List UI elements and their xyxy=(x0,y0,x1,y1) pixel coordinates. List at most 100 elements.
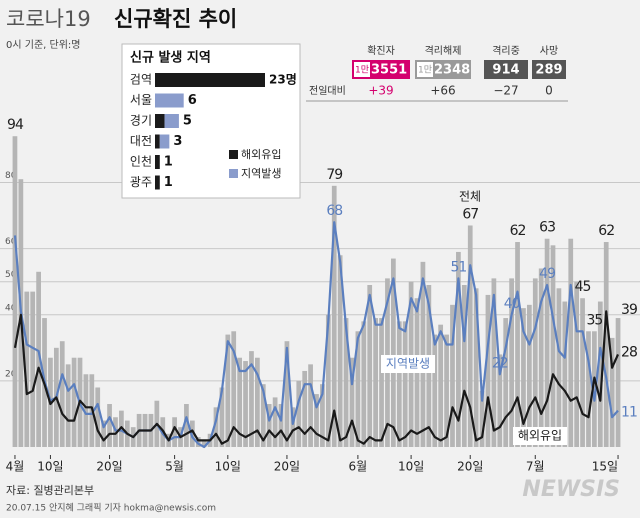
bar-total: 5 xyxy=(183,114,192,129)
summary-prefix: 1만 xyxy=(355,65,369,76)
x-tick-label: 20일 xyxy=(96,460,122,474)
bar xyxy=(201,440,207,447)
bar-segment xyxy=(155,134,160,149)
bar xyxy=(314,394,319,447)
data-label: 62 xyxy=(510,223,526,239)
bar xyxy=(396,321,402,447)
y-tick-label: 60 xyxy=(5,237,17,247)
summary-change: 0 xyxy=(545,84,553,98)
data-label: 40 xyxy=(504,296,520,312)
data-label: 51 xyxy=(450,259,466,275)
bar xyxy=(30,291,36,447)
series-label: 전체 xyxy=(459,190,481,204)
data-label: 79 xyxy=(326,167,342,183)
bar-total: 23명 xyxy=(269,73,297,87)
bar xyxy=(249,351,254,447)
bar xyxy=(538,268,544,447)
bar xyxy=(71,357,77,447)
bar xyxy=(83,374,89,447)
summary-box xyxy=(532,60,566,79)
category-label: 경기 xyxy=(130,114,152,128)
bar xyxy=(237,357,243,447)
bar xyxy=(284,341,290,447)
bar xyxy=(609,337,615,447)
prefix-box xyxy=(417,62,433,77)
bar xyxy=(219,387,225,447)
bar xyxy=(101,420,107,447)
bar xyxy=(255,357,260,447)
series-label: 지역발생 xyxy=(386,357,430,371)
subtitle: 0시 기준, 단위:명 xyxy=(6,38,80,51)
series-label: 해외유입 xyxy=(518,429,562,443)
bar xyxy=(544,238,550,447)
bar-segment xyxy=(155,93,184,108)
category-label: 인천 xyxy=(130,154,152,169)
title-light: 코로나19 xyxy=(6,7,91,31)
bar xyxy=(390,258,396,447)
category-label: 대전 xyxy=(130,134,152,148)
y-tick-label: 80 xyxy=(5,171,17,181)
summary-change: +66 xyxy=(430,84,455,98)
x-tick-label: 10일 xyxy=(215,460,241,474)
inset-title: 신규 발생 지역 xyxy=(130,50,211,66)
bar xyxy=(402,321,408,447)
label-background xyxy=(381,355,435,373)
summary-label: 격리중 xyxy=(492,44,520,57)
y-tick-label: 50 xyxy=(5,270,17,280)
summary-label: 격리해제 xyxy=(425,44,462,57)
data-label: 62 xyxy=(598,223,614,239)
bar xyxy=(320,384,325,447)
x-tick-label: 20일 xyxy=(457,460,483,474)
bar xyxy=(432,334,438,447)
summary-value: 3551 xyxy=(371,63,407,78)
bar xyxy=(556,288,562,447)
bar xyxy=(213,407,219,447)
line xyxy=(13,310,620,445)
summary-prefix: 1만 xyxy=(418,65,432,76)
bar xyxy=(420,261,426,447)
bar xyxy=(107,404,112,447)
x-tick-label: 6월 xyxy=(349,460,368,474)
bar xyxy=(509,278,514,447)
bar xyxy=(36,271,41,447)
bar xyxy=(65,364,71,447)
bar xyxy=(113,417,118,447)
bar-total: 1 xyxy=(164,175,173,190)
bar xyxy=(615,318,621,447)
bar xyxy=(526,304,532,447)
summary-label: 확진자 xyxy=(367,45,395,57)
data-label: 45 xyxy=(575,279,591,295)
summary-label: 사망 xyxy=(540,45,558,57)
x-axis: 4월 10일 20일 5월 10일 20일 6월 10일 20일 7월 15일 xyxy=(6,455,619,474)
data-label: 35 xyxy=(586,312,602,328)
data-label: 11 xyxy=(621,405,637,421)
legend-label: 해외유입 xyxy=(241,147,281,161)
bar-segment xyxy=(155,175,160,190)
summary-value: 914 xyxy=(492,63,519,78)
bar xyxy=(568,238,574,447)
legend-swatch xyxy=(229,150,238,159)
summary-value: 289 xyxy=(535,63,562,78)
bar xyxy=(296,380,302,447)
summary-value: 2348 xyxy=(434,63,470,78)
bar-segment xyxy=(155,155,160,169)
category-label: 검역 xyxy=(130,73,152,87)
inset-box xyxy=(121,43,301,199)
x-tick-label: 10일 xyxy=(37,460,63,474)
x-tick-label: 15일 xyxy=(592,460,618,474)
bar-total: 6 xyxy=(188,93,197,108)
bar xyxy=(12,136,18,447)
bar xyxy=(331,185,337,447)
x-tick-label: 5월 xyxy=(165,460,184,474)
x-tick-label: 7월 xyxy=(526,460,545,474)
bar xyxy=(550,245,556,447)
bar xyxy=(95,387,101,447)
data-label: 49 xyxy=(539,266,555,282)
bar xyxy=(24,291,30,447)
bar xyxy=(379,318,384,447)
bar xyxy=(450,304,455,447)
bar xyxy=(515,242,520,447)
bar xyxy=(225,334,231,447)
bar xyxy=(473,288,479,447)
bar xyxy=(597,301,603,447)
